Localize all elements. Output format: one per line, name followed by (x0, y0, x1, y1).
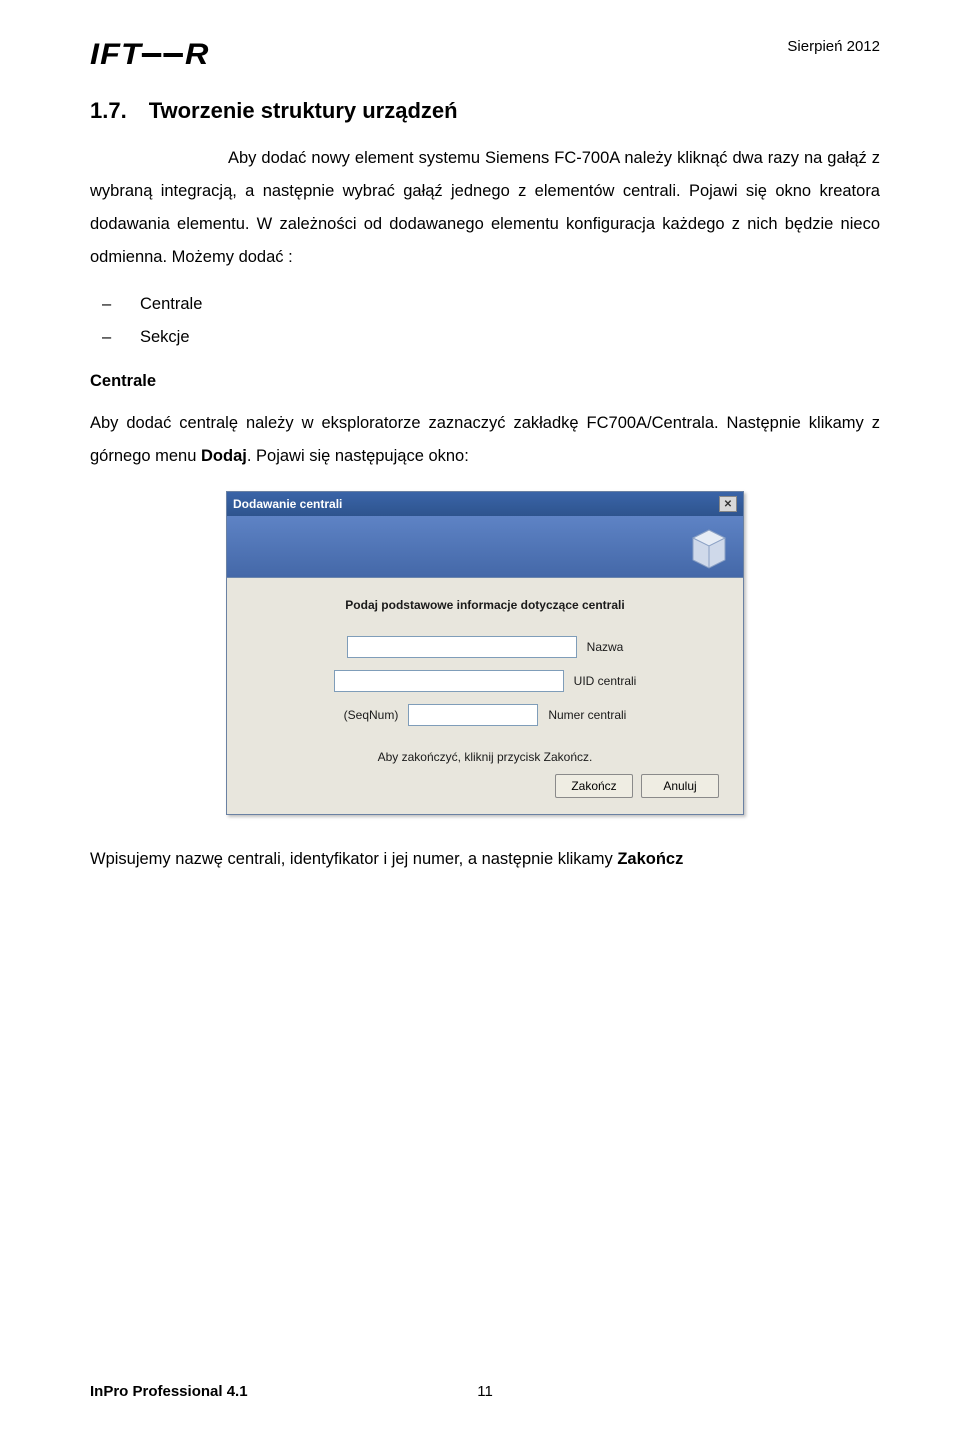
dialog-hint: Aby zakończyć, kliknij przycisk Zakończ. (251, 750, 719, 764)
dialog-heading: Podaj podstawowe informacje dotyczące ce… (251, 598, 719, 612)
dialog-titlebar: Dodawanie centrali ✕ (227, 492, 743, 516)
uid-input[interactable] (334, 670, 564, 692)
dialog-container: Dodawanie centrali ✕ Podaj podstawowe in… (90, 491, 880, 815)
paragraph-after-a: Wpisujemy nazwę centrali, identyfikator … (90, 850, 617, 868)
list-item: Sekcje (90, 321, 880, 354)
section-number: 1.7. (90, 98, 127, 123)
paragraph-instruction-b: . Pojawi się następujące okno: (247, 447, 469, 465)
subheading-centrale: Centrale (90, 372, 880, 391)
logo-r: R (185, 38, 207, 72)
dialog-button-row: Zakończ Anuluj (251, 774, 719, 800)
name-label: Nazwa (587, 640, 624, 654)
logo-line-2 (163, 53, 182, 57)
footer-page-number: 11 (477, 1383, 493, 1400)
cancel-button[interactable]: Anuluj (641, 774, 719, 798)
seqnum-prefix: (SeqNum) (344, 708, 399, 722)
close-icon[interactable]: ✕ (719, 496, 737, 512)
paragraph-intro: Aby dodać nowy element systemu Siemens F… (90, 142, 880, 274)
cube-icon (683, 522, 735, 574)
zakoncz-bold: Zakończ (617, 850, 683, 868)
finish-button[interactable]: Zakończ (555, 774, 633, 798)
form-row-name: Nazwa (251, 636, 719, 658)
page-footer: InPro Professional 4.1 11 (90, 1383, 880, 1400)
logo: I F T R (90, 38, 207, 72)
uid-label: UID centrali (574, 674, 637, 688)
number-input[interactable] (408, 704, 538, 726)
logo-f: F (100, 38, 119, 72)
add-central-dialog: Dodawanie centrali ✕ Podaj podstawowe in… (226, 491, 744, 815)
logo-t: T (121, 38, 140, 72)
section-title: 1.7. Tworzenie struktury urządzeń (90, 98, 880, 124)
logo-i: I (90, 38, 98, 72)
name-input[interactable] (347, 636, 577, 658)
dialog-body: Podaj podstawowe informacje dotyczące ce… (227, 578, 743, 814)
section-title-text: Tworzenie struktury urządzeń (149, 98, 458, 123)
number-label: Numer centrali (548, 708, 626, 722)
footer-product: InPro Professional 4.1 (90, 1383, 248, 1400)
form-row-number: (SeqNum) Numer centrali (251, 704, 719, 726)
logo-line-1 (142, 53, 161, 57)
header-date: Sierpień 2012 (787, 38, 880, 55)
dodaj-bold: Dodaj (201, 447, 247, 465)
list-item: Centrale (90, 288, 880, 321)
dialog-header-band (227, 516, 743, 578)
bullet-list: Centrale Sekcje (90, 288, 880, 354)
page-header: I F T R Sierpień 2012 (90, 38, 880, 72)
dialog-title: Dodawanie centrali (233, 497, 342, 511)
paragraph-instruction: Aby dodać centralę należy w eksploratorz… (90, 407, 880, 473)
form-row-uid: UID centrali (251, 670, 719, 692)
paragraph-after-dialog: Wpisujemy nazwę centrali, identyfikator … (90, 843, 880, 876)
